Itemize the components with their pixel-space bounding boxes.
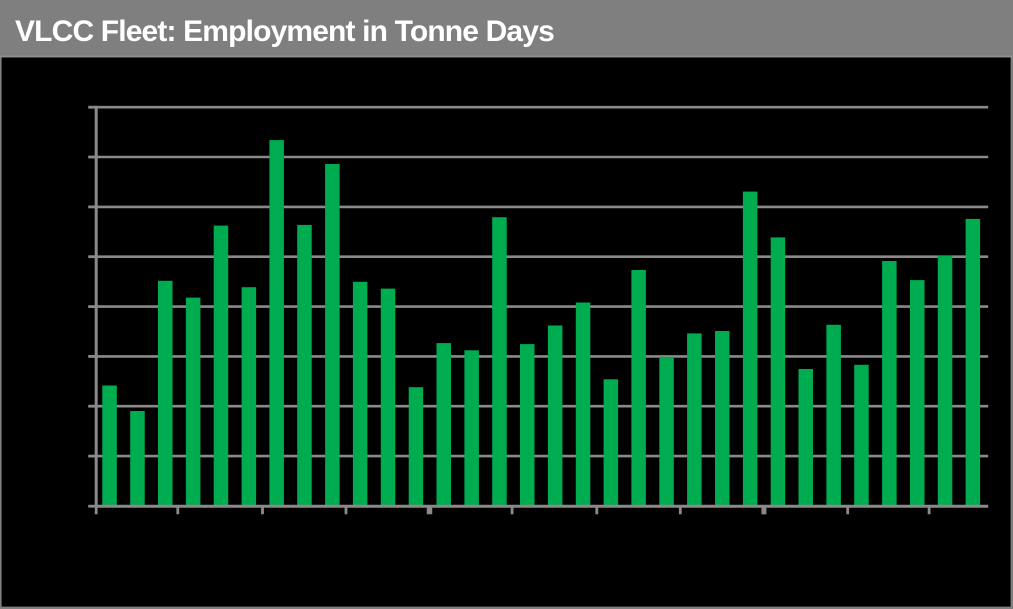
svg-text:VLCC Fleet: Employment in Tonn: VLCC Fleet: Employment in Tonne Days [15,15,554,48]
